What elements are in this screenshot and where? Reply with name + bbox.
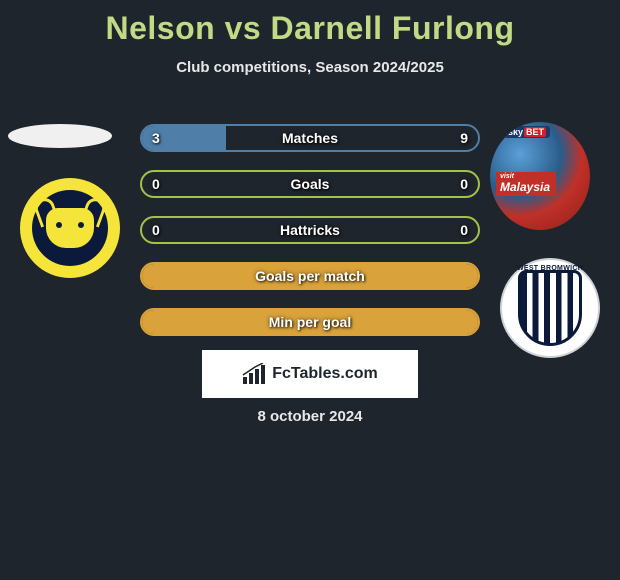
bar-goals-per-match: Goals per match bbox=[140, 262, 480, 290]
bar-matches-right: 9 bbox=[460, 130, 468, 146]
bar-hattricks-right: 0 bbox=[460, 222, 468, 238]
player-left-avatar bbox=[8, 124, 112, 148]
club-left-badge-inner bbox=[32, 190, 108, 266]
comparison-bars: 3 Matches 9 0 Goals 0 0 Hattricks 0 Goal… bbox=[140, 124, 480, 354]
footer-date: 8 october 2024 bbox=[0, 408, 620, 425]
bar-matches-left: 3 bbox=[152, 130, 160, 146]
player-right-avatar: skyBET visit Malaysia bbox=[490, 122, 590, 230]
shield-icon bbox=[518, 270, 582, 346]
bar-chart-icon bbox=[242, 363, 268, 385]
bar-min-per-goal: Min per goal bbox=[140, 308, 480, 336]
bar-hattricks-left: 0 bbox=[152, 222, 160, 238]
sponsor-sky-text: sky bbox=[508, 127, 523, 137]
club-right-badge: WEST BROMWICH ALBION bbox=[500, 258, 600, 358]
bar-goals-label: Goals bbox=[291, 176, 330, 192]
bar-goals: 0 Goals 0 bbox=[140, 170, 480, 198]
sponsor-malaysia-text: Malaysia bbox=[500, 180, 550, 194]
ox-head-icon bbox=[46, 208, 94, 248]
bar-matches-label: Matches bbox=[282, 130, 338, 146]
sponsor-bet-text: BET bbox=[524, 127, 546, 137]
club-left-badge bbox=[20, 178, 120, 278]
branding-box: FcTables.com bbox=[202, 350, 418, 398]
bar-hattricks: 0 Hattricks 0 bbox=[140, 216, 480, 244]
page-title: Nelson vs Darnell Furlong bbox=[0, 0, 620, 47]
sponsor-skybet-icon: skyBET bbox=[504, 126, 550, 138]
page-subtitle: Club competitions, Season 2024/2025 bbox=[0, 59, 620, 76]
bar-hattricks-label: Hattricks bbox=[280, 222, 340, 238]
bar-gpm-label: Goals per match bbox=[255, 268, 365, 284]
bar-goals-left: 0 bbox=[152, 176, 160, 192]
branding-text: FcTables.com bbox=[272, 365, 378, 383]
bar-goals-right: 0 bbox=[460, 176, 468, 192]
bar-matches: 3 Matches 9 bbox=[140, 124, 480, 152]
sponsor-malaysia-icon: visit Malaysia bbox=[496, 172, 556, 196]
bar-mpg-label: Min per goal bbox=[269, 314, 351, 330]
